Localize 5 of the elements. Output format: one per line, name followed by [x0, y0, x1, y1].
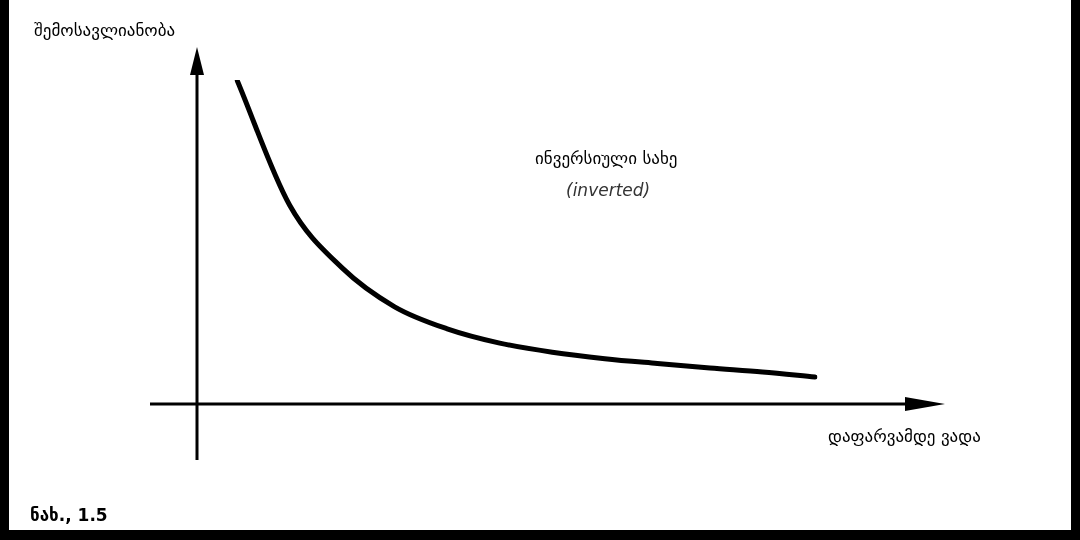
y-axis-title: შემოსავლიანობა	[34, 20, 176, 40]
annotation: ინვერსიული სახე	[535, 148, 678, 168]
text: ნახ., 1.5	[30, 505, 108, 525]
x-axis-title: დაფარვამდე ვადა	[828, 426, 981, 446]
annotation: (inverted)	[566, 180, 651, 200]
